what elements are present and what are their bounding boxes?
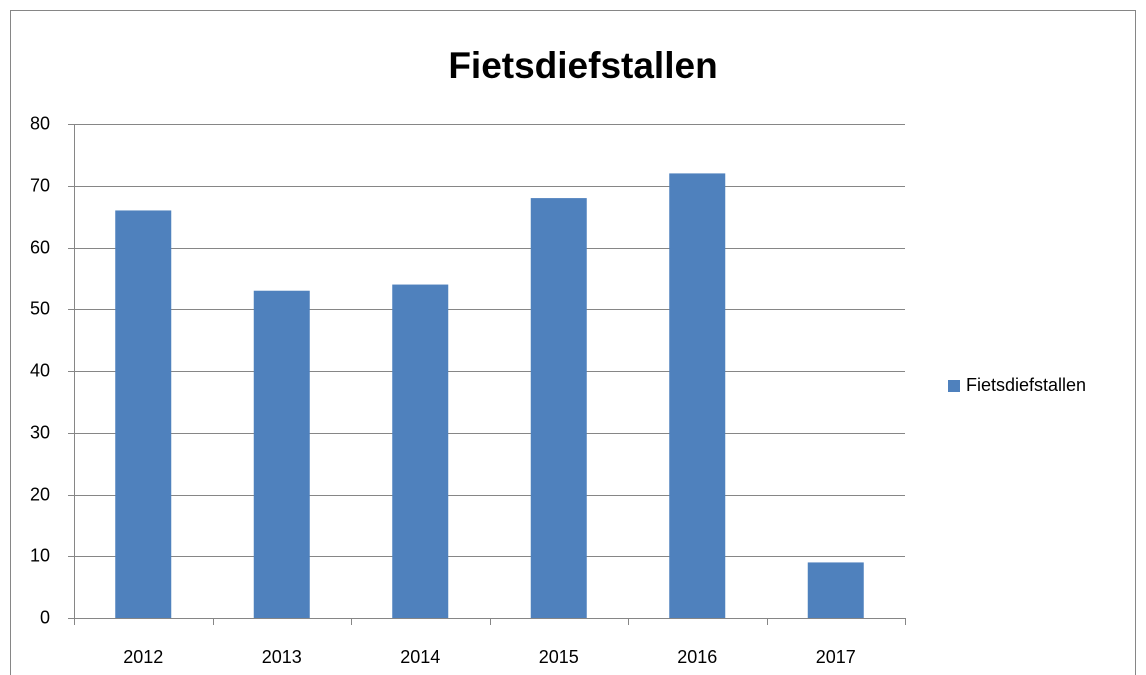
y-tick-label: 10 — [30, 545, 50, 565]
y-tick-label: 60 — [30, 237, 50, 257]
x-tick-label: 2016 — [677, 647, 717, 667]
x-tick-label: 2013 — [262, 647, 302, 667]
bar — [392, 284, 449, 618]
y-tick-label: 30 — [30, 422, 50, 442]
y-tick-label: 0 — [40, 607, 50, 627]
bar — [115, 210, 172, 618]
chart-border — [10, 10, 1136, 675]
x-tick-label: 2014 — [400, 647, 440, 667]
y-tick-label: 80 — [30, 113, 50, 133]
y-tick-label: 40 — [30, 360, 50, 380]
x-tick-label: 2012 — [123, 647, 163, 667]
bar — [807, 562, 864, 618]
legend-swatch — [948, 380, 960, 392]
bar — [669, 173, 726, 618]
legend-label: Fietsdiefstallen — [966, 375, 1086, 395]
x-tick-label: 2017 — [816, 647, 856, 667]
y-tick-label: 70 — [30, 175, 50, 195]
y-tick-label: 50 — [30, 298, 50, 318]
bar — [253, 290, 310, 618]
y-tick-label: 20 — [30, 484, 50, 504]
bar — [530, 198, 587, 618]
chart-title: Fietsdiefstallen — [448, 45, 717, 86]
x-tick-label: 2015 — [539, 647, 579, 667]
